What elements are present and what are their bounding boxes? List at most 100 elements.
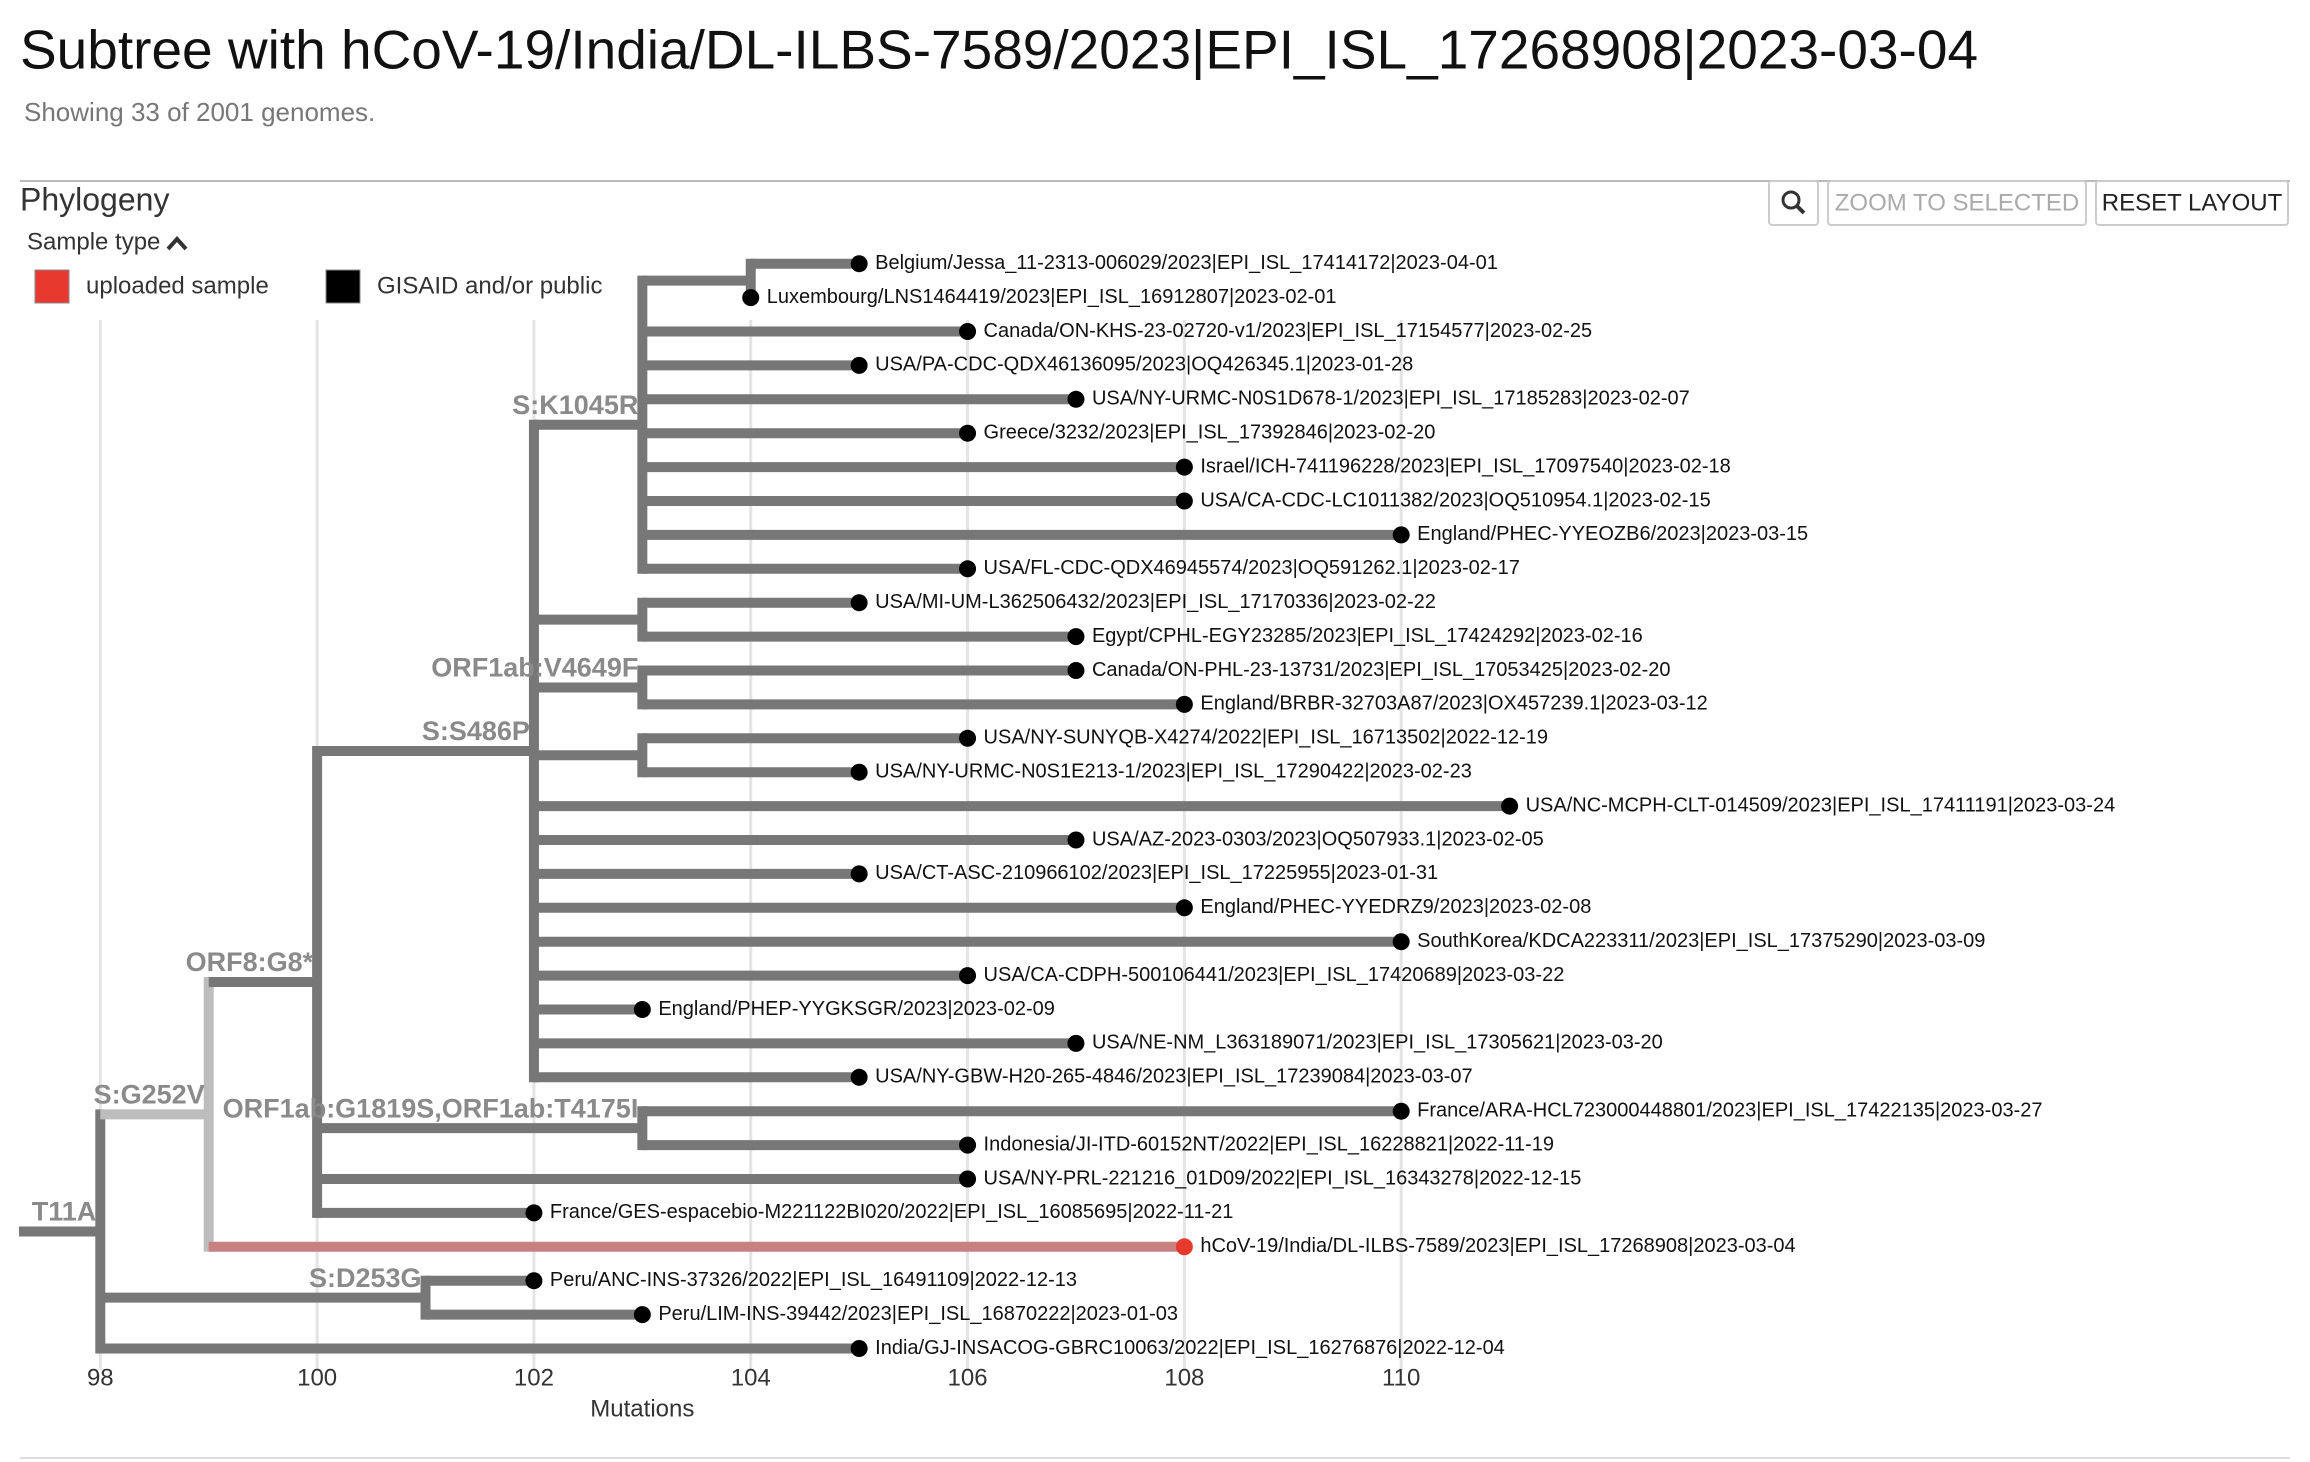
tip-label: Indonesia/JI-ITD-60152NT/2022|EPI_ISL_16… (984, 1133, 1554, 1155)
legend-swatch (34, 269, 70, 304)
tip (1175, 1238, 1193, 1256)
tip-label: USA/CA-CDPH-500106441/2023|EPI_ISL_17420… (984, 964, 1565, 986)
legend-caret[interactable] (166, 236, 188, 251)
branch-label: ORF1ab:V4649F (431, 653, 638, 683)
legend-label: GISAID and/or public (377, 272, 602, 299)
tip (1175, 899, 1193, 917)
labels: S:K1045R ORF1ab:V4649F S:S486P ORF1ab:G1819… (32, 390, 639, 1293)
branch-label: T11A (32, 1197, 97, 1227)
branch-label: S:S486P (422, 716, 530, 746)
zoom-button-label[interactable]: ZOOM TO SELECTED (1835, 189, 2080, 216)
legend-label: uploaded sample (86, 272, 269, 299)
reset-button[interactable] (2095, 180, 2289, 226)
zoom-button[interactable] (1827, 180, 2087, 226)
tip (959, 424, 977, 442)
tip-label: Belgium/Jessa_11-2313-006029/2023|EPI_IS… (875, 252, 1498, 274)
tip (850, 865, 868, 883)
tip-label: France/GES-espacebio-M221122BI020/2022|E… (550, 1201, 1233, 1223)
x-tick-label: 100 (297, 1364, 337, 1391)
tip-label: USA/NY-URMC-N0S1D678-1/2023|EPI_ISL_1718… (1092, 388, 1690, 410)
zoom-icon-button[interactable] (1768, 180, 1819, 226)
reset-button-label[interactable]: RESET LAYOUT (2102, 189, 2283, 216)
tip-label: USA/PA-CDC-QDX46136095/2023|OQ426345.1|2… (875, 354, 1413, 376)
tip-label: USA/CT-ASC-210966102/2023|EPI_ISL_172259… (875, 862, 1438, 884)
tip (850, 1340, 868, 1357)
subtitle: Showing 33 of 2001 genomes. (24, 97, 375, 127)
tip-label: France/ARA-HCL723000448801/2023|EPI_ISL_… (1417, 1099, 2042, 1121)
tip (850, 1068, 868, 1086)
tip (850, 255, 868, 273)
tree: 98 100 102 104 106 108 110 Mutations S:K1045R ORF… (19, 252, 2115, 1422)
tip (1067, 390, 1085, 408)
tip (1175, 492, 1193, 510)
tip (850, 594, 868, 612)
tip (850, 763, 868, 781)
tip-label: England/PHEP-YYGKSGR/2023|2023-02-09 (658, 998, 1055, 1020)
tip (1067, 628, 1085, 646)
tip-label: USA/NY-GBW-H20-265-4846/2023|EPI_ISL_172… (875, 1066, 1472, 1088)
x-axis-label: Mutations (590, 1395, 694, 1422)
branch-label: S:D253G (309, 1263, 422, 1293)
tip-label: USA/NY-SUNYQB-X4274/2022|EPI_ISL_1671350… (984, 727, 1548, 749)
x-tick-label: 102 (514, 1364, 554, 1391)
tip-label: Israel/ICH-741196228/2023|EPI_ISL_170975… (1200, 455, 1730, 477)
x-tick-label: 108 (1164, 1364, 1204, 1391)
tip-label: Egypt/CPHL-EGY23285/2023|EPI_ISL_1742429… (1092, 625, 1643, 647)
tips: Belgium/Jessa_11-2313-006029/2023|EPI_IS… (525, 252, 2115, 1359)
tip-label: USA/NY-URMC-N0S1E213-1/2023|EPI_ISL_1729… (875, 760, 1472, 782)
branch-label: ORF8:G8* (186, 947, 314, 977)
tip-label: Canada/ON-KHS-23-02720-v1/2023|EPI_ISL_1… (984, 320, 1593, 342)
tip-label: USA/NY-PRL-221216_01D09/2022|EPI_ISL_163… (984, 1167, 1582, 1189)
tip (525, 1272, 543, 1290)
tip (742, 289, 760, 307)
tip (1067, 831, 1085, 849)
tip-label: hCoV-19/India/DL-ILBS-7589/2023|EPI_ISL_… (1200, 1235, 1795, 1257)
tip (1392, 526, 1410, 544)
tip-label: USA/FL-CDC-QDX46945574/2023|OQ591262.1|2… (984, 557, 1520, 579)
tip-label: Peru/ANC-INS-37326/2022|EPI_ISL_16491109… (550, 1269, 1077, 1291)
tip (1501, 797, 1519, 815)
panel-title: Phylogeny (20, 181, 169, 217)
tip (1392, 933, 1410, 951)
tip-label: USA/CA-CDC-LC1011382/2023|OQ510954.1|202… (1200, 489, 1710, 511)
x-tick-label: 110 (1382, 1364, 1420, 1391)
tip (1392, 1102, 1410, 1120)
tip (1067, 662, 1085, 679)
tip (959, 1136, 977, 1154)
tip (959, 1170, 977, 1188)
x-tick-label: 106 (948, 1364, 988, 1391)
tip-label: USA/AZ-2023-0303/2023|OQ507933.1|2023-02… (1092, 828, 1544, 850)
tip (1067, 1034, 1085, 1052)
tip-label: USA/MI-UM-L362506432/2023|EPI_ISL_171703… (875, 591, 1436, 613)
tip-label: England/PHEC-YYEOZB6/2023|2023-03-15 (1417, 523, 1808, 545)
branch-label: S:K1045R (512, 390, 638, 420)
branches (19, 258, 1510, 1354)
x-tick-label: 104 (731, 1364, 771, 1391)
tip (959, 560, 977, 578)
x-tick-label: 98 (87, 1364, 114, 1391)
branch-label: ORF1ab:G1819S,ORF1ab:T4175I (223, 1093, 639, 1123)
tip (633, 1306, 651, 1324)
legend-swatch (325, 269, 361, 304)
title: Subtree with hCoV-19/India/DL-ILBS-7589/… (20, 19, 1978, 81)
tip (1175, 695, 1193, 713)
tip (959, 729, 977, 747)
tip (633, 1001, 651, 1018)
tip-label: SouthKorea/KDCA223311/2023|EPI_ISL_17375… (1417, 930, 1985, 952)
tip-label: Greece/3232/2023|EPI_ISL_17392846|2023-0… (984, 421, 1436, 443)
tip (850, 356, 868, 374)
tip-label: England/BRBR-32703A87/2023|OX457239.1|20… (1200, 693, 1707, 715)
legend-title[interactable]: Sample type (27, 228, 160, 255)
legend: uploaded sample GISAID and/or public (34, 269, 602, 304)
tip-label: USA/NC-MCPH-CLT-014509/2023|EPI_ISL_1741… (1526, 794, 2116, 816)
tip (1175, 458, 1193, 476)
tip-label: India/GJ-INSACOG-GBRC10063/2022|EPI_ISL_… (875, 1337, 1505, 1359)
tip-label: England/PHEC-YYEDRZ9/2023|2023-02-08 (1200, 896, 1591, 918)
tip (959, 967, 977, 985)
tip-label: Luxembourg/LNS1464419/2023|EPI_ISL_16912… (767, 286, 1337, 308)
tip-label: Peru/LIM-INS-39442/2023|EPI_ISL_16870222… (658, 1303, 1178, 1325)
tip (525, 1204, 543, 1222)
branch-label: S:G252V (94, 1080, 205, 1110)
tip-label: USA/NE-NM_L363189071/2023|EPI_ISL_173056… (1092, 1032, 1663, 1054)
